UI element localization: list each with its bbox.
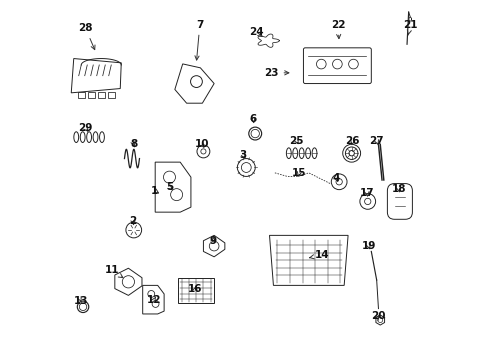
Text: 15: 15 xyxy=(291,168,306,178)
Bar xyxy=(87,92,95,98)
Text: 25: 25 xyxy=(289,136,303,146)
Text: 6: 6 xyxy=(249,114,256,124)
Bar xyxy=(107,92,115,98)
Text: 24: 24 xyxy=(248,27,263,37)
Text: 29: 29 xyxy=(78,123,93,133)
Text: 20: 20 xyxy=(370,311,385,321)
Text: 12: 12 xyxy=(146,295,161,305)
Text: 13: 13 xyxy=(74,296,88,306)
Text: 2: 2 xyxy=(129,216,136,226)
Text: 16: 16 xyxy=(188,284,203,294)
Text: 5: 5 xyxy=(165,182,173,192)
Text: 7: 7 xyxy=(195,19,203,60)
Text: 26: 26 xyxy=(345,136,359,146)
Text: 28: 28 xyxy=(78,23,95,50)
Text: 3: 3 xyxy=(239,150,246,160)
Text: 23: 23 xyxy=(264,68,288,78)
Text: 4: 4 xyxy=(332,173,340,183)
Text: 1: 1 xyxy=(151,186,158,196)
Bar xyxy=(98,92,104,98)
Text: 10: 10 xyxy=(194,139,208,149)
Bar xyxy=(78,92,84,98)
Text: 14: 14 xyxy=(309,250,329,260)
Text: 17: 17 xyxy=(359,188,374,198)
Text: 8: 8 xyxy=(130,139,137,149)
Text: 11: 11 xyxy=(104,265,122,278)
Text: 21: 21 xyxy=(403,19,417,35)
Text: 18: 18 xyxy=(391,184,405,194)
Bar xyxy=(178,278,214,303)
Text: 9: 9 xyxy=(209,236,216,246)
Text: 27: 27 xyxy=(368,136,383,146)
Text: 22: 22 xyxy=(330,19,345,39)
Text: 19: 19 xyxy=(361,241,375,251)
